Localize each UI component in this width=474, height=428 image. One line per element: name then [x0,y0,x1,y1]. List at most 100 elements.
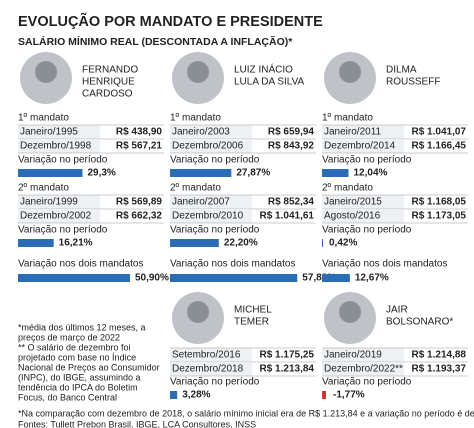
term-label: 2º mandato [322,183,373,194]
variation-bar [170,169,232,177]
total-label: Variação nos dois mandatos [18,259,143,270]
variation-label: Variação no período [170,225,260,236]
variation-bar [322,274,350,282]
variation-value: 22,20% [224,238,258,249]
row-bg [170,139,252,153]
note: Focus, do Banco Central [18,392,117,402]
variation-bar [322,239,323,247]
term-label: 1º mandato [18,113,69,124]
salary: R$ 438,90 [116,127,163,138]
footer: *Na comparação com dezembro de 2018, o s… [18,408,474,418]
president-name: ROUSSEFF [386,77,440,88]
salary: R$ 852,34 [268,197,315,208]
period: Dezembro/1998 [20,141,92,152]
period: Janeiro/2003 [172,127,230,138]
period: Dezembro/2014 [324,141,396,152]
term-label: 1º mandato [170,113,221,124]
variation-bar [18,239,54,247]
period: Dezembro/2022** [324,364,403,375]
period: Janeiro/2015 [324,197,382,208]
row-bg [322,348,404,362]
row-bg [170,362,252,376]
president-name: FERNANDO [82,65,138,76]
row-bg [322,362,404,376]
variation-bar [18,274,130,282]
salary: R$ 1.214,88 [412,350,467,361]
row-bg [18,209,100,223]
period: Setembro/2016 [172,350,241,361]
salary: R$ 1.193,37 [412,364,467,375]
note: Nacional de Preços ao Consumidor [18,362,160,372]
note: ** O salário de dezembro foi [18,342,131,352]
period: Janeiro/2007 [172,197,230,208]
variation-bar [170,239,219,247]
note: *média dos últimos 12 meses, a [18,322,146,332]
note: tendência do IPCA do Boletim [18,382,138,392]
period: Agosto/2016 [324,211,381,222]
term-label: 2º mandato [170,183,221,194]
salary: R$ 1.166,45 [412,141,467,152]
variation-bar [322,391,326,399]
title: EVOLUÇÃO POR MANDATO E PRESIDENTE [18,12,323,30]
variation-label: Variação no período [170,155,260,166]
salary: R$ 662,32 [116,211,163,222]
row-bg [322,139,404,153]
period: Dezembro/2002 [20,211,92,222]
row-bg [322,125,404,139]
salary: R$ 1.041,07 [412,127,467,138]
president-name: LULA DA SILVA [234,77,305,88]
salary: R$ 569,89 [116,197,163,208]
variation-label: Variação no período [322,155,412,166]
term-label: 1º mandato [322,113,373,124]
period: Janeiro/2019 [324,350,382,361]
variation-label: Variação no período [170,377,260,388]
note: (INPC), do IBGE, assumindo a [18,372,141,382]
salary: R$ 1.175,25 [260,350,315,361]
salary: R$ 1.041,61 [260,211,315,222]
variation-value: -1,77% [333,390,365,401]
variation-value: 57,83% [302,273,336,284]
period: Janeiro/2011 [324,127,382,138]
row-bg [18,125,100,139]
variation-label: Variação no período [18,155,108,166]
variation-bar [322,169,349,177]
variation-label: Variação no período [322,225,412,236]
photo-head [339,301,361,323]
variation-value: 12,04% [353,168,387,179]
variation-label: Variação no período [18,225,108,236]
row-bg [170,209,252,223]
row-bg [170,125,252,139]
president-name: DILMA [386,65,417,76]
president-name: LUIZ INÁCIO [234,63,293,76]
variation-bar [170,391,178,399]
note: preços de março de 2022 [18,332,120,342]
salary: R$ 1.213,84 [260,364,315,375]
salary: R$ 567,21 [116,141,163,152]
period: Dezembro/2006 [172,141,244,152]
variation-bar [170,274,298,282]
president-name: MICHEL [234,305,272,316]
salary: R$ 1.168,05 [412,197,467,208]
row-bg [18,139,100,153]
variation-label: Variação no período [322,377,412,388]
variation-value: 3,28% [182,390,210,401]
photo-head [187,301,209,323]
total-label: Variação nos dois mandatos [322,259,447,270]
footer: Fontes: Tullett Prebon Brasil, IBGE, LCA… [18,419,256,428]
salary: R$ 1.173,05 [412,211,467,222]
total-label: Variação nos dois mandatos [170,259,295,270]
variation-value: 0,42% [329,238,357,249]
president-name: JAIR [386,305,408,316]
photo-head [35,61,57,83]
variation-bar [18,169,83,177]
variation-value: 16,21% [59,238,93,249]
subtitle: SALÁRIO MÍNIMO REAL (DESCONTADA A INFLAÇ… [18,35,293,48]
row-bg [322,209,404,223]
note: projetado com base no Índice [18,352,136,362]
photo-head [339,61,361,83]
period: Janeiro/1995 [20,127,78,138]
president-name: BOLSONARO* [386,317,453,328]
row-bg [18,195,100,209]
photo-head [187,61,209,83]
president-name: HENRIQUE [82,77,135,88]
